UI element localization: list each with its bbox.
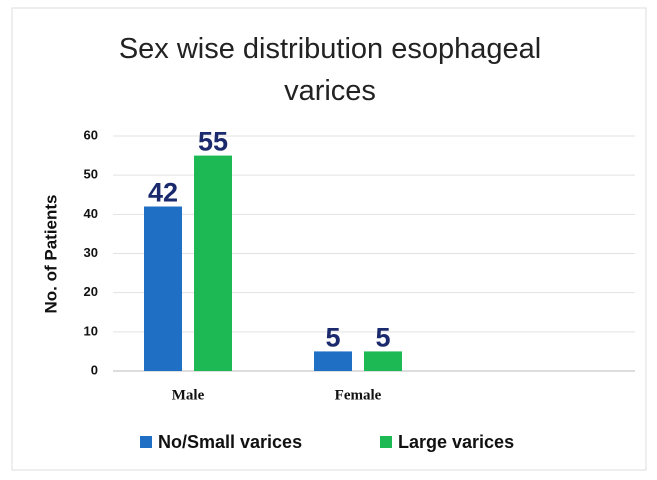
data-label: 5 [375,323,390,353]
data-label: 42 [148,178,178,208]
y-tick-label: 10 [84,323,98,338]
y-tick-label: 30 [84,245,98,260]
x-tick-label: Male [172,387,205,403]
data-label: 55 [198,127,228,157]
y-tick-label: 50 [84,167,98,182]
bar [144,206,182,371]
data-label: 5 [325,323,340,353]
y-tick-label: 20 [84,284,98,299]
y-tick-label: 40 [84,206,98,221]
x-tick-label: Female [335,387,382,403]
bar [364,351,402,371]
legend-swatch [380,436,392,448]
bar [194,155,232,371]
bar [314,351,352,371]
chart-frame [11,7,647,471]
y-axis-label: No. of Patients [41,194,60,313]
y-tick-label: 0 [91,362,98,377]
y-tick-label: 60 [84,127,98,142]
legend-label: No/Small varices [158,432,302,452]
legend-swatch [140,436,152,448]
legend-label: Large varices [398,432,514,452]
chart-title: Sex wise distribution esophageal varices [118,33,542,107]
